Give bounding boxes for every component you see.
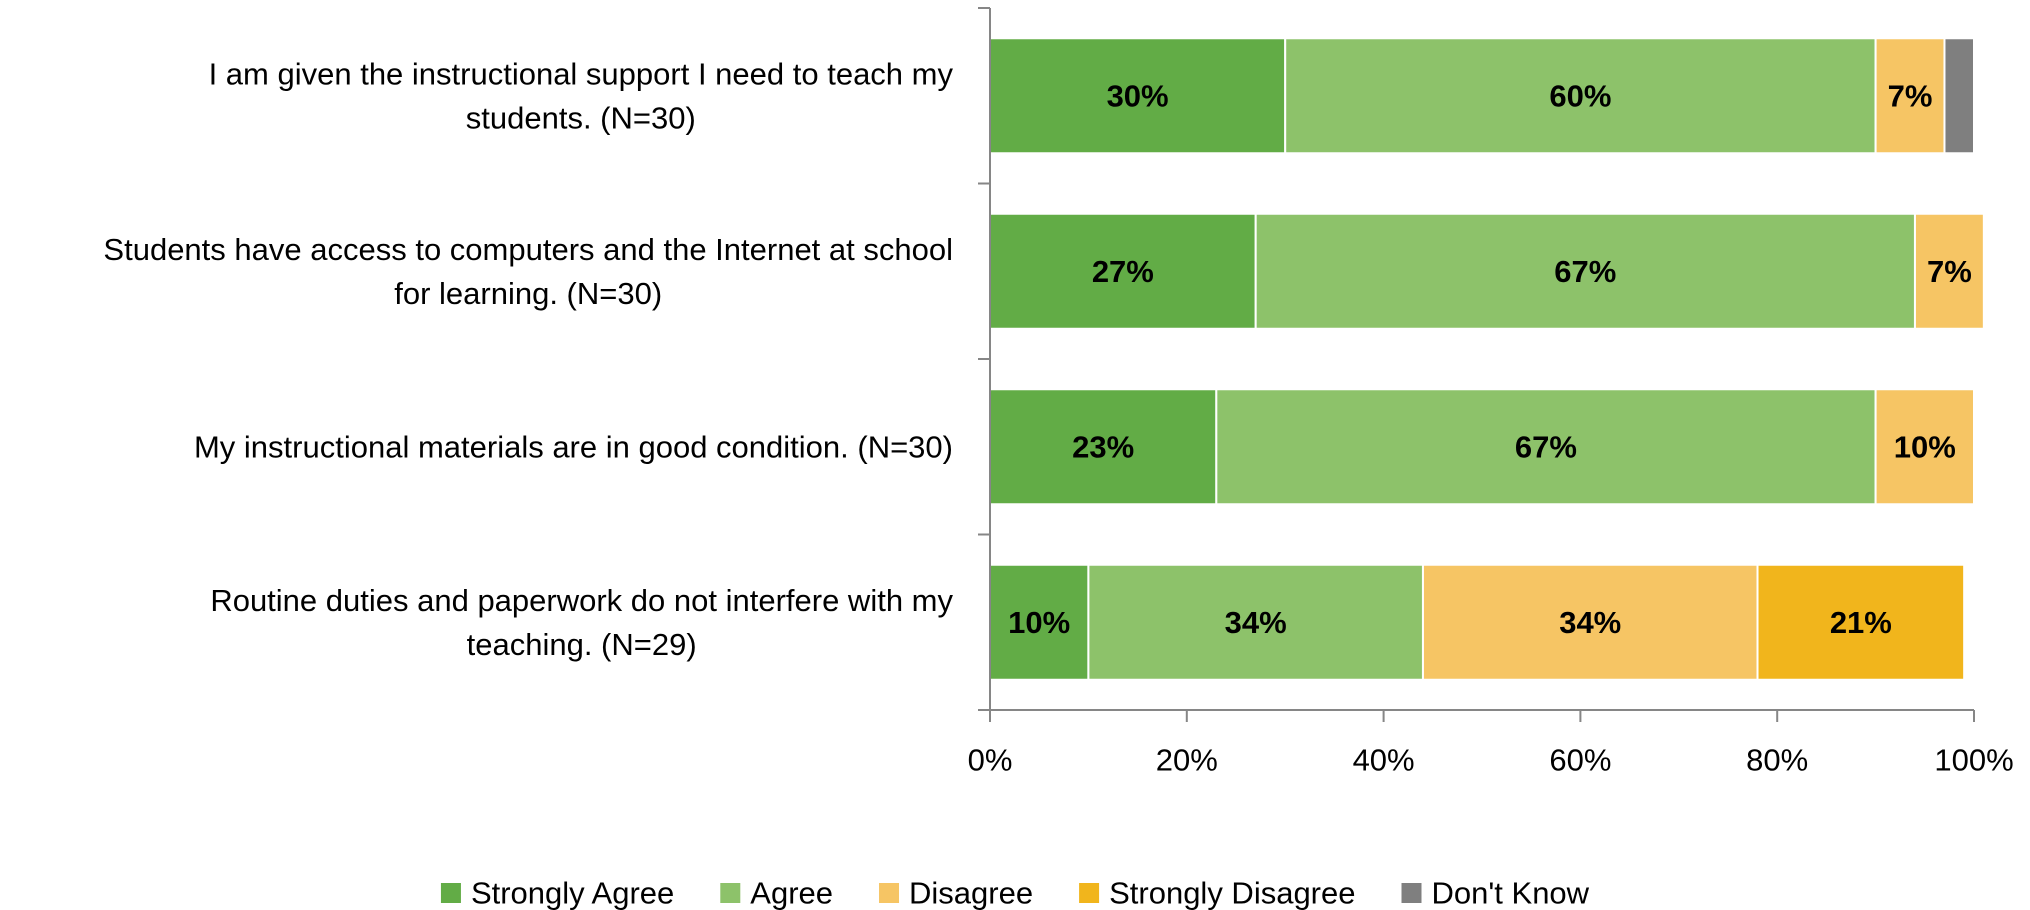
data-label-4-4: 21%: [1830, 605, 1892, 640]
data-label-3-3: 10%: [1894, 429, 1956, 464]
bar-segment-3-2: [1215, 388, 1877, 506]
bar-segment-1-3: [1874, 37, 1946, 155]
x-tick-label-3: 60%: [1549, 743, 1611, 778]
bars-group: [989, 37, 1985, 681]
x-tick-label-1: 20%: [1156, 743, 1218, 778]
legend-item-4: Strongly Disagree: [1079, 876, 1356, 910]
bar-segment-1-1: [989, 37, 1287, 155]
legend: Strongly Agree Agree Disagree Strongly Disa…: [440, 876, 1590, 910]
legend-label-5: Don't Know: [1432, 876, 1590, 910]
x-tick-label-4: 80%: [1746, 743, 1808, 778]
bar-segment-2-1: [989, 212, 1257, 330]
legend-label-1: Strongly Agree: [471, 876, 674, 910]
legend-item-5: Don't Know: [1401, 876, 1590, 910]
category-label-1: I am given the instructional support I n…: [209, 56, 954, 135]
x-tick-label-5: 100%: [1934, 743, 2013, 778]
data-label-1-3: 7%: [1888, 78, 1933, 113]
bar-segment-3-1: [989, 388, 1218, 506]
data-label-4-1: 10%: [1008, 605, 1070, 640]
data-label-2-2: 67%: [1554, 254, 1616, 289]
legend-swatch-4: [1079, 883, 1100, 903]
bar-segment-4-4: [1756, 563, 1966, 681]
legend-item-2: Agree: [720, 876, 833, 910]
legend-swatch-5: [1401, 883, 1422, 903]
data-label-2-1: 27%: [1092, 254, 1154, 289]
x-tick-label-0: 0%: [968, 743, 1013, 778]
bar-segment-1-5: [1943, 37, 1975, 155]
bar-segment-1-2: [1284, 37, 1877, 155]
category-label-2: Students have access to computers and th…: [103, 232, 953, 311]
bar-segment-3-3: [1874, 388, 1975, 506]
category-label-4: Routine duties and paperwork do not inte…: [210, 583, 953, 662]
data-label-1-2: 60%: [1549, 78, 1611, 113]
legend-label-4: Strongly Disagree: [1109, 876, 1355, 910]
data-label-3-2: 67%: [1515, 429, 1577, 464]
data-label-4-3: 34%: [1559, 605, 1621, 640]
bar-segment-2-3: [1913, 212, 1985, 330]
bar-segment-4-3: [1421, 563, 1759, 681]
legend-item-3: Disagree: [879, 876, 1033, 910]
data-labels-group: 30% 60% 7% 27% 67% 7% 23% 67% 10% 10% 34% 34% 21%: [1008, 78, 1972, 640]
data-label-2-3: 7%: [1927, 254, 1972, 289]
legend-swatch-1: [440, 883, 461, 903]
bar-segment-4-1: [989, 563, 1090, 681]
data-label-3-1: 23%: [1072, 429, 1134, 464]
legend-swatch-2: [720, 883, 741, 903]
legend-swatch-3: [879, 883, 900, 903]
axes-group: 0% 20% 40% 60% 80% 100%: [968, 7, 2014, 778]
category-label-3: My instructional materials are in good c…: [194, 429, 953, 464]
category-labels-group: I am given the instructional support I n…: [103, 56, 953, 662]
legend-label-3: Disagree: [909, 876, 1033, 910]
data-label-1-1: 30%: [1107, 78, 1169, 113]
legend-item-1: Strongly Agree: [440, 876, 674, 910]
bar-segment-2-2: [1254, 212, 1916, 330]
legend-label-2: Agree: [750, 876, 833, 910]
x-tick-label-2: 40%: [1353, 743, 1415, 778]
data-label-4-2: 34%: [1225, 605, 1287, 640]
